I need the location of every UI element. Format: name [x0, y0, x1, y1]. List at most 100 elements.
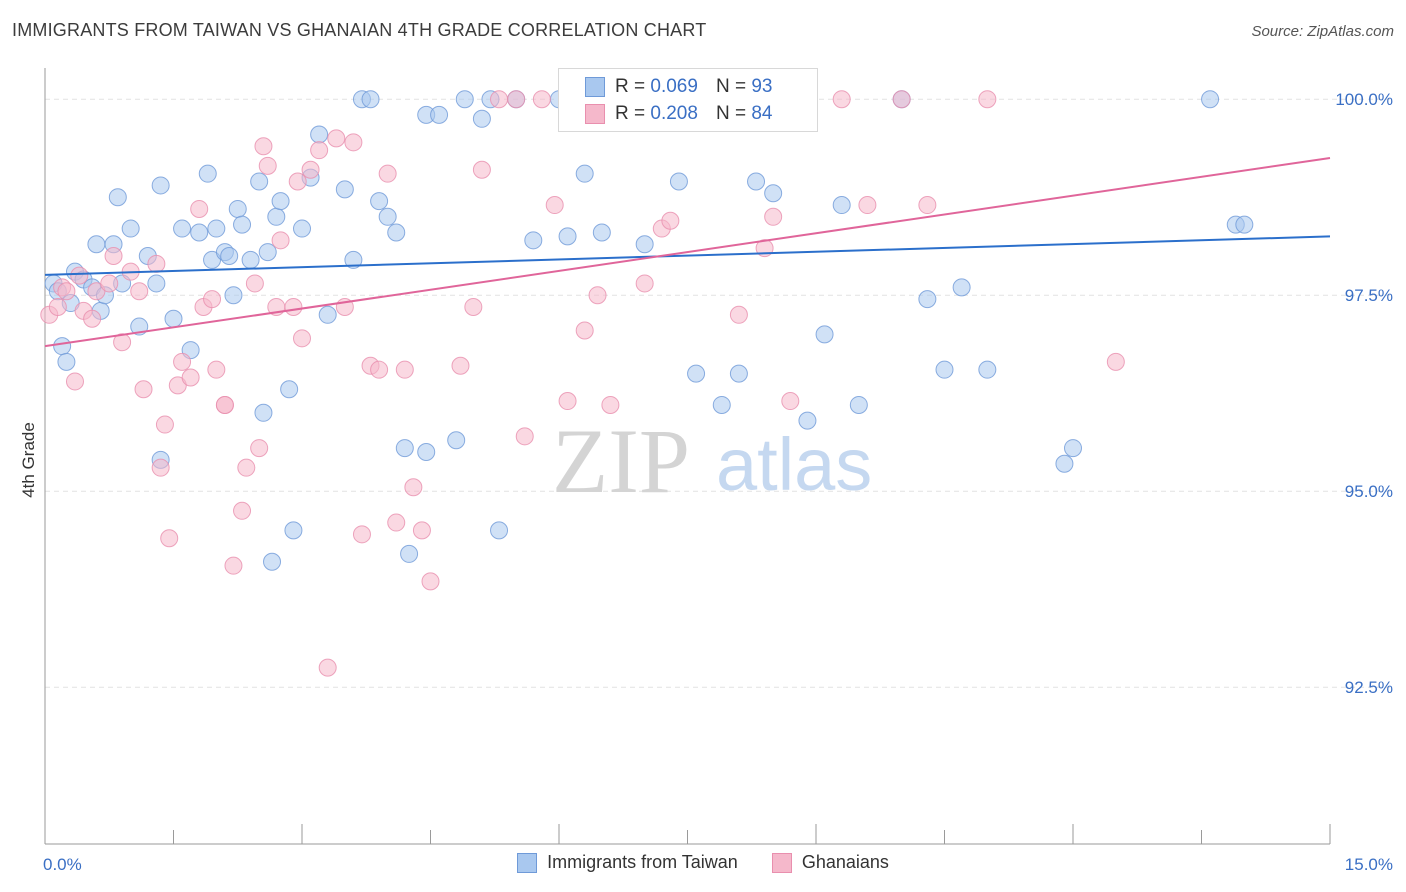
legend-n-value: 93 — [751, 76, 773, 97]
point-ghanaians — [387, 513, 406, 532]
watermark: ZIP atlas — [552, 410, 872, 512]
legend-row-ghanaians: R = 0.208 N = 84 — [585, 102, 772, 126]
point-ghanaians — [318, 658, 337, 677]
point-taiwan — [1235, 215, 1254, 234]
point-ghanaians — [70, 266, 89, 285]
point-ghanaians — [254, 137, 273, 156]
point-ghanaians — [395, 360, 414, 379]
point-ghanaians — [147, 254, 166, 273]
point-ghanaians — [918, 196, 937, 215]
trend-line-ghanaians — [44, 157, 1331, 348]
trend-lines — [44, 157, 1331, 348]
stats-legend: R = 0.069 N = 93 R = 0.208 N = 84 — [558, 68, 818, 132]
point-ghanaians — [781, 392, 800, 411]
point-ghanaians — [271, 231, 290, 250]
point-taiwan — [198, 164, 217, 183]
legend-item-taiwan: Immigrants from Taiwan — [517, 852, 738, 873]
point-ghanaians — [532, 90, 551, 109]
point-taiwan — [575, 164, 594, 183]
point-ghanaians — [65, 372, 84, 391]
y-axis-label: 4th Grade — [19, 422, 38, 498]
point-taiwan — [190, 223, 209, 242]
x-tick-label: 0.0% — [43, 855, 82, 874]
point-taiwan — [798, 411, 817, 430]
point-taiwan — [832, 196, 851, 215]
point-ghanaians — [160, 529, 179, 548]
point-ghanaians — [978, 90, 997, 109]
point-taiwan — [1055, 454, 1074, 473]
point-ghanaians — [575, 321, 594, 340]
point-ghanaians — [1106, 352, 1125, 371]
watermark-atlas: atlas — [716, 423, 872, 506]
point-taiwan — [280, 380, 299, 399]
point-ghanaians — [588, 286, 607, 305]
point-taiwan — [220, 247, 239, 265]
legend-label-ghanaians: Ghanaians — [801, 852, 889, 872]
point-ghanaians — [224, 556, 243, 575]
legend-row-taiwan: R = 0.069 N = 93 — [585, 75, 772, 99]
point-ghanaians — [327, 129, 346, 148]
point-taiwan — [228, 199, 247, 218]
point-taiwan — [378, 207, 397, 226]
point-ghanaians — [472, 160, 491, 179]
point-taiwan — [400, 544, 419, 563]
point-taiwan — [687, 364, 706, 383]
point-ghanaians — [635, 274, 654, 293]
legend-r-value: 0.069 — [650, 76, 698, 97]
point-ghanaians — [344, 133, 363, 152]
point-taiwan — [318, 305, 337, 324]
trend-line-taiwan — [44, 235, 1331, 276]
point-ghanaians — [661, 211, 680, 230]
point-taiwan — [935, 360, 954, 379]
point-ghanaians — [155, 415, 174, 434]
point-ghanaians — [729, 305, 748, 324]
point-taiwan — [712, 395, 731, 414]
point-taiwan — [207, 219, 226, 238]
point-taiwan — [241, 250, 260, 269]
point-taiwan — [250, 172, 269, 191]
point-taiwan — [361, 90, 380, 109]
point-taiwan — [254, 403, 273, 422]
point-taiwan — [335, 180, 354, 199]
legend-label-taiwan: Immigrants from Taiwan — [547, 852, 738, 872]
legend-swatch-pink — [771, 852, 792, 873]
point-taiwan — [849, 395, 868, 414]
point-taiwan — [1064, 439, 1082, 458]
point-taiwan — [747, 172, 766, 191]
point-ghanaians — [151, 458, 170, 477]
point-ghanaians — [601, 395, 620, 414]
x-tick-label: 15.0% — [1345, 855, 1393, 874]
point-ghanaians — [173, 352, 192, 371]
point-taiwan — [430, 105, 449, 124]
point-taiwan — [164, 309, 183, 328]
point-ghanaians — [858, 196, 877, 215]
point-ghanaians — [57, 282, 76, 301]
point-taiwan — [395, 439, 414, 458]
y-tick-label: 100.0% — [1335, 90, 1393, 109]
y-tick-label: 95.0% — [1345, 482, 1393, 501]
point-ghanaians — [207, 360, 226, 379]
point-ghanaians — [233, 501, 252, 520]
point-taiwan — [151, 176, 170, 195]
point-ghanaians — [515, 427, 534, 446]
point-ghanaians — [301, 160, 320, 179]
legend-swatch-blue — [585, 77, 605, 97]
point-taiwan — [53, 337, 72, 356]
point-taiwan — [635, 235, 654, 254]
point-ghanaians — [404, 478, 423, 497]
legend-r-value: 0.208 — [650, 103, 698, 124]
point-taiwan — [108, 188, 127, 207]
tick-labels: 92.5% 95.0% 97.5% 100.0% 0.0% 15.0% — [43, 90, 1393, 874]
point-ghanaians — [545, 196, 564, 215]
point-taiwan — [978, 360, 997, 379]
point-ghanaians — [421, 572, 440, 591]
point-taiwan — [310, 125, 329, 144]
point-ghanaians — [412, 521, 431, 540]
point-taiwan — [918, 290, 937, 309]
chart-title: IMMIGRANTS FROM TAIWAN VS GHANAIAN 4TH G… — [12, 20, 707, 40]
legend-n-label: N = — [715, 103, 747, 124]
point-taiwan — [271, 192, 290, 211]
point-ghanaians — [892, 90, 911, 109]
point-taiwan — [952, 278, 971, 297]
